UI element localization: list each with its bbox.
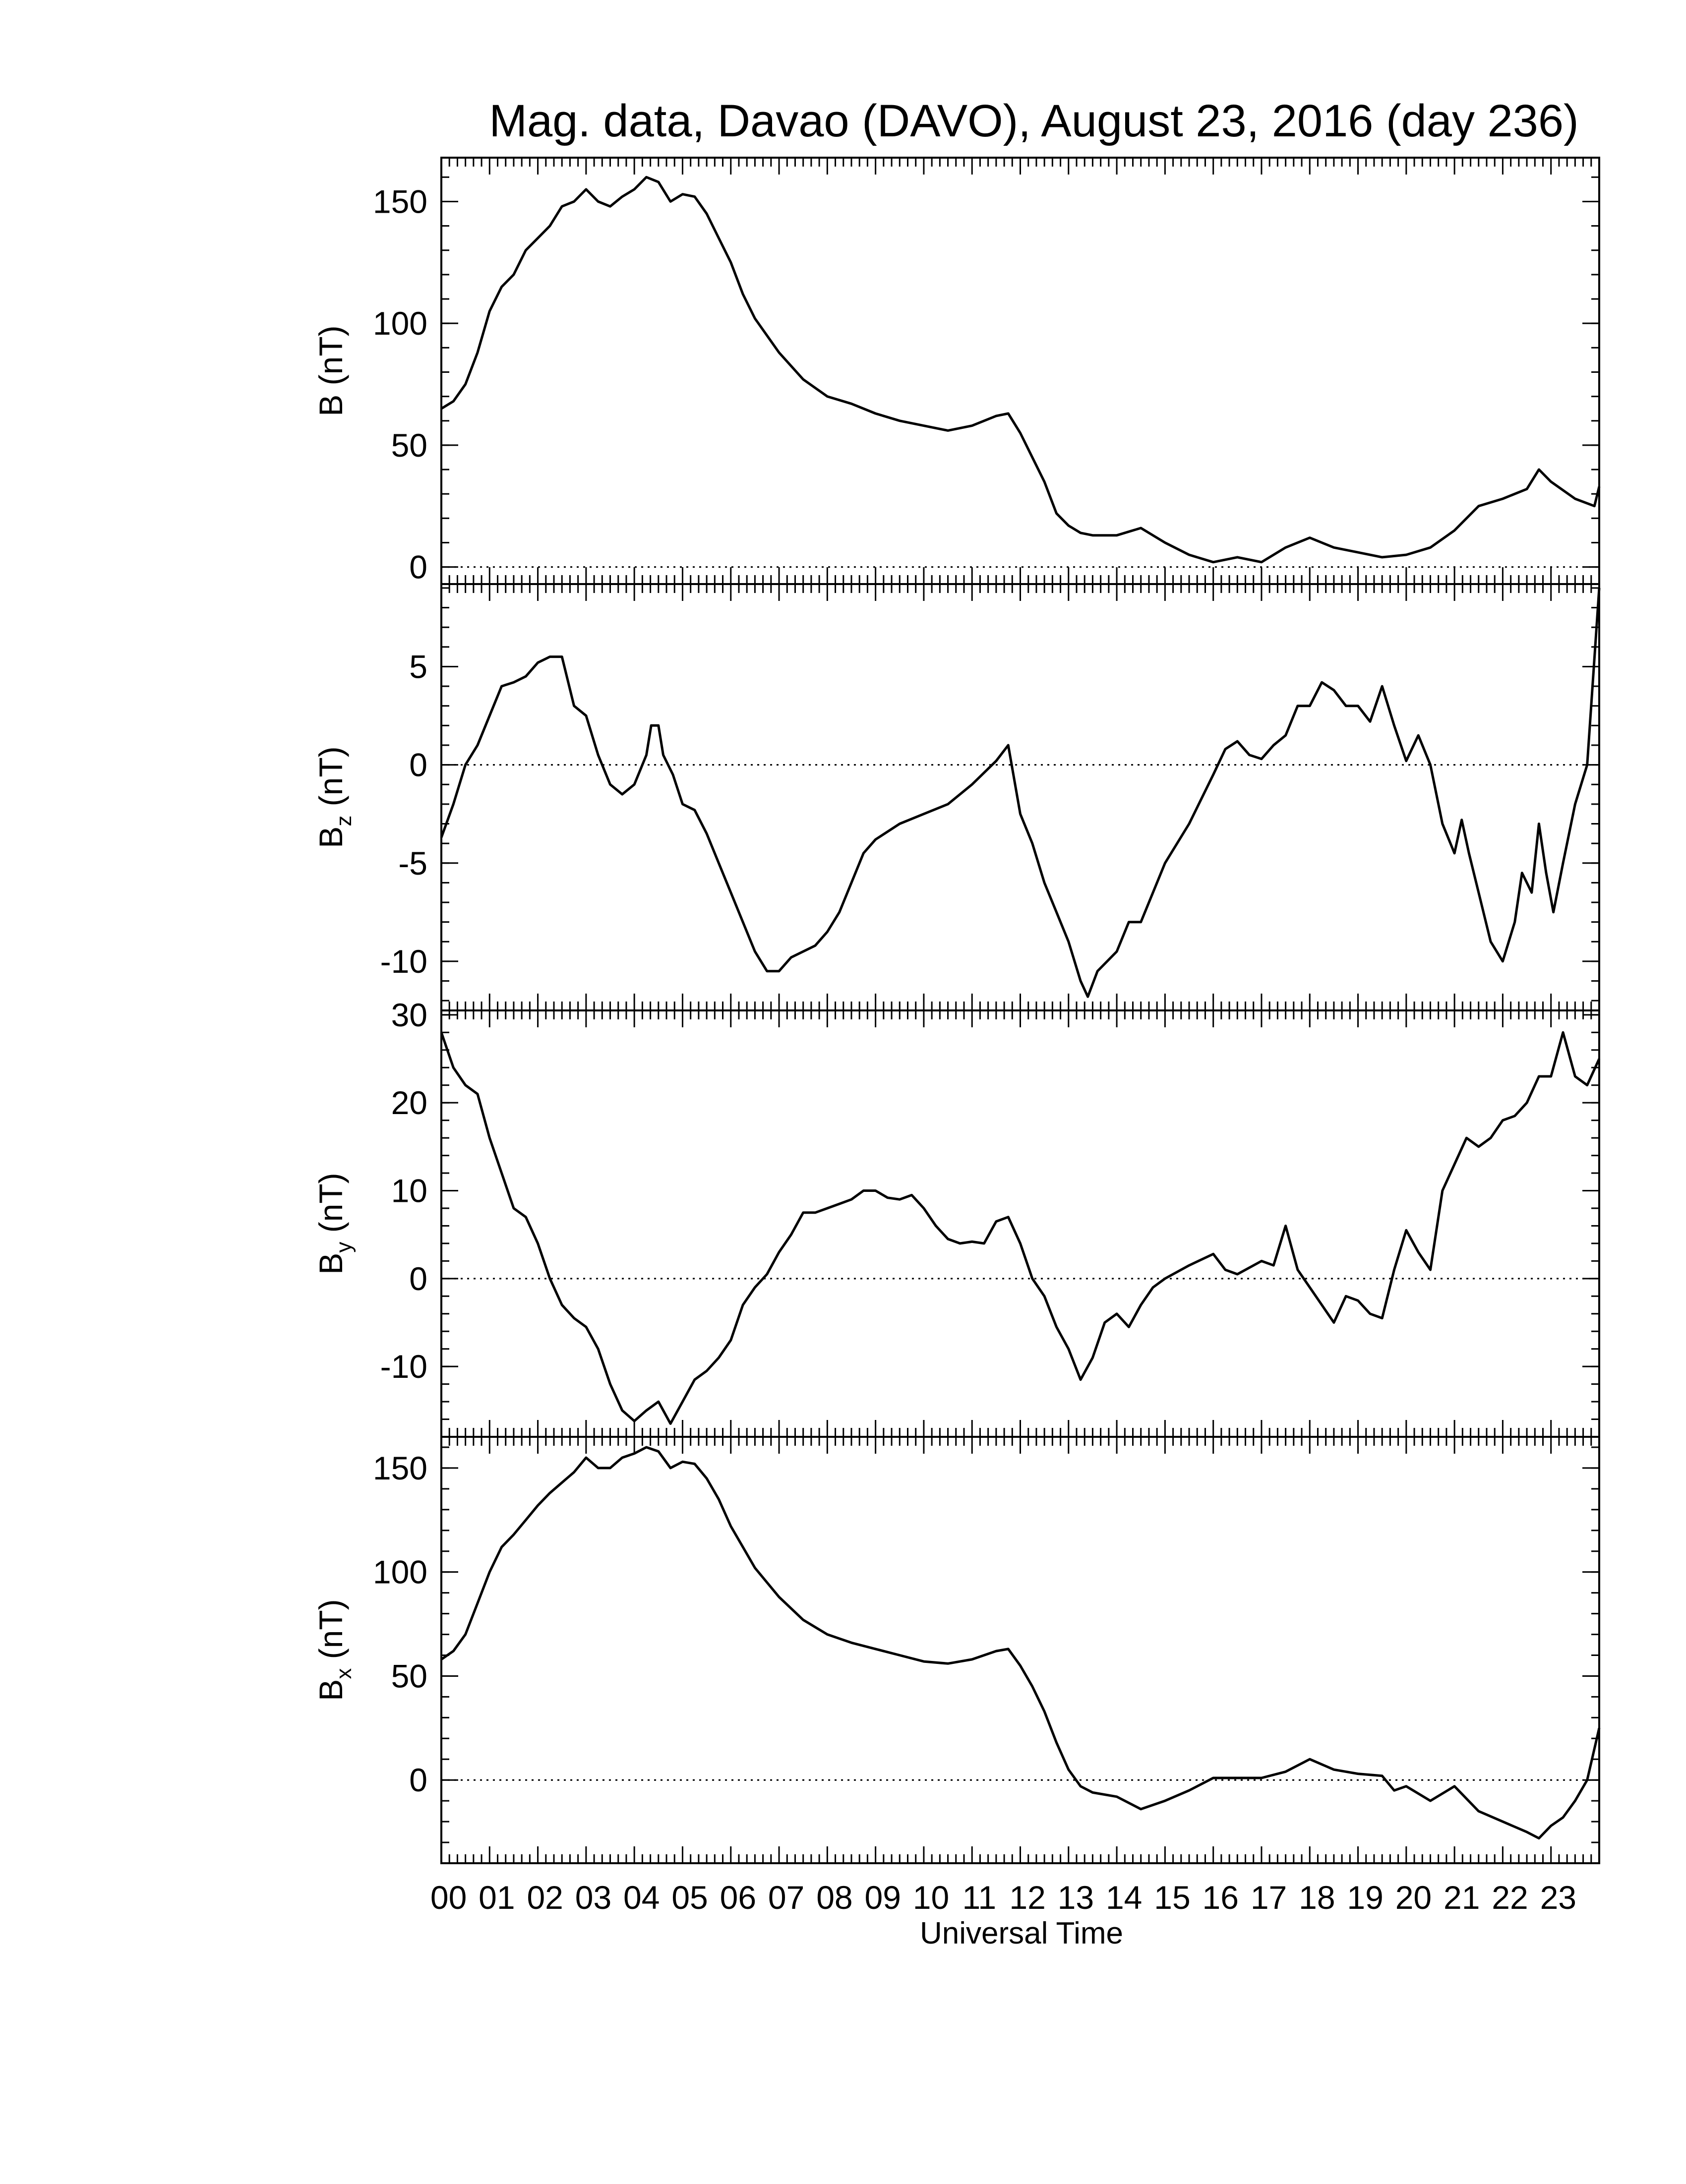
y-tick-label: 0: [409, 747, 427, 783]
x-tick-label: 02: [527, 1879, 563, 1916]
x-tick-label: 22: [1492, 1879, 1528, 1916]
x-tick-label: 16: [1203, 1879, 1239, 1916]
x-tick-label: 23: [1540, 1879, 1576, 1916]
y-tick-label: 30: [391, 997, 427, 1033]
y-axis-label: By (nT): [312, 1173, 356, 1274]
y-tick-label: 100: [373, 1554, 427, 1591]
x-axis-label: Universal Time: [920, 1916, 1123, 1950]
x-tick-label: 11: [963, 1879, 997, 1916]
y-tick-label: 150: [373, 1450, 427, 1486]
y-tick-label: -10: [380, 1348, 427, 1385]
x-tick-label: 12: [1009, 1879, 1045, 1916]
y-tick-label: 0: [409, 1762, 427, 1798]
x-tick-label: 13: [1058, 1879, 1094, 1916]
x-tick-label: 05: [671, 1879, 708, 1916]
y-tick-label: -10: [380, 943, 427, 980]
x-tick-label: 17: [1251, 1879, 1287, 1916]
panel-4: 0 50 100 150 Bx (nT): [312, 1436, 1601, 1864]
x-tick-label: 06: [720, 1879, 756, 1916]
y-tick-label: 5: [409, 648, 427, 685]
y-tick-label: 20: [391, 1084, 427, 1121]
series-line-1: [440, 176, 1601, 564]
x-tick-label: 15: [1154, 1879, 1190, 1916]
x-tick-label: 00: [430, 1879, 467, 1916]
y-axis-label: B (nT): [312, 325, 349, 416]
x-tick-label: 04: [623, 1879, 660, 1916]
x-tick-labels: 00 01 02 03 04 05 06 07 08 09 10 11 12 13 14 15 16 17 18 19…: [430, 1879, 1576, 1916]
x-tick-label: 07: [768, 1879, 804, 1916]
y-axis-label: Bx (nT): [312, 1599, 356, 1701]
x-tick-label: 14: [1106, 1879, 1142, 1916]
x-tick-label: 10: [913, 1879, 949, 1916]
x-tick-label: 20: [1395, 1879, 1432, 1916]
panels-group: 0 50 100 150 B (nT) -10 -5 0 5 Bz (nT) -10 0 10 20 30 B…: [312, 157, 1601, 1864]
panel-frame: [440, 1436, 1600, 1864]
x-tick-label: 19: [1347, 1879, 1383, 1916]
y-tick-label: 10: [391, 1173, 427, 1209]
x-tick-label: 09: [865, 1879, 901, 1916]
y-tick-label: 100: [373, 305, 427, 342]
y-axis-label: Bz (nT): [312, 746, 356, 848]
series-line-2: [440, 588, 1601, 998]
y-tick-label: 50: [391, 1657, 427, 1694]
series-line-3: [440, 1031, 1601, 1425]
y-tick-label: -5: [398, 845, 427, 882]
x-tick-label: 08: [816, 1879, 852, 1916]
y-tick-label: 0: [409, 549, 427, 586]
series-line-4: [440, 1446, 1601, 1840]
x-tick-label: 18: [1299, 1879, 1335, 1916]
y-tick-label: 150: [373, 183, 427, 220]
x-tick-label: 03: [575, 1879, 611, 1916]
y-tick-label: 50: [391, 427, 427, 464]
chart-title: Mag. data, Davao (DAVO), August 23, 2016…: [489, 96, 1578, 146]
y-tick-label: 0: [409, 1260, 427, 1297]
x-tick-label: 21: [1444, 1879, 1480, 1916]
panel-1: 0 50 100 150 B (nT): [312, 157, 1601, 586]
panel-2: -10 -5 0 5 Bz (nT): [312, 583, 1601, 1011]
x-tick-label: 01: [479, 1879, 515, 1916]
